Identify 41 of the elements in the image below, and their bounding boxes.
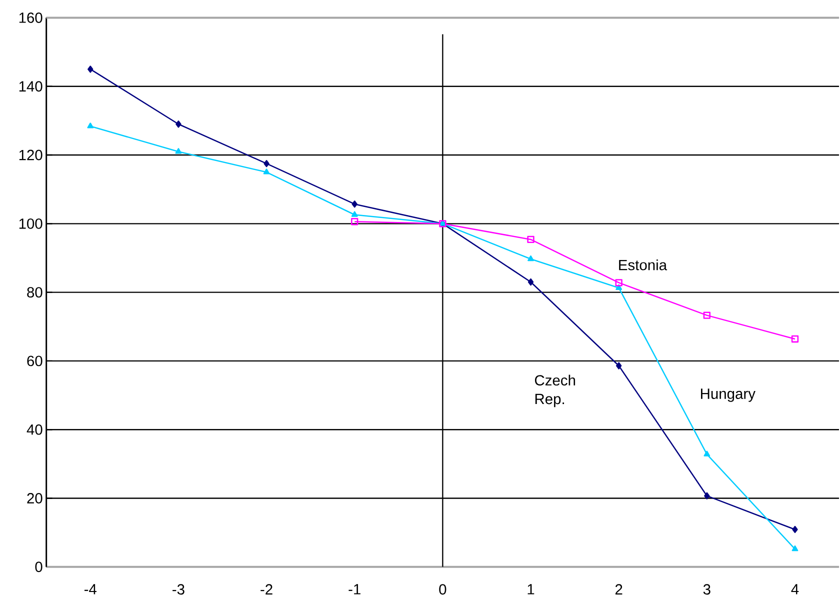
point xyxy=(528,278,534,286)
point xyxy=(351,211,358,217)
point xyxy=(88,65,94,73)
x-tick-label: -3 xyxy=(172,584,184,594)
y-tick-label: 140 xyxy=(19,81,42,92)
point xyxy=(792,526,798,533)
point xyxy=(527,236,534,243)
point xyxy=(352,200,358,208)
point xyxy=(791,335,799,342)
y-tick-label: 20 xyxy=(27,492,42,504)
point xyxy=(176,120,182,128)
y-tick-label: 80 xyxy=(27,286,42,298)
x-tick-label: 0 xyxy=(439,584,446,594)
point xyxy=(703,312,710,319)
point xyxy=(704,492,710,500)
x-tick-label: -2 xyxy=(260,584,272,594)
y-tick-label: 160 xyxy=(19,12,42,23)
series-label: Hungary xyxy=(701,388,756,402)
point xyxy=(704,450,710,456)
x-tick-label: 1 xyxy=(528,584,534,594)
y-tick-label: 0 xyxy=(35,562,42,572)
point xyxy=(528,255,534,261)
x-tick-label: -4 xyxy=(84,584,96,594)
y-tick-label: 120 xyxy=(19,150,42,160)
point xyxy=(87,122,94,128)
x-tick-label: 3 xyxy=(703,584,710,594)
x-tick-label: -1 xyxy=(348,584,360,594)
point xyxy=(264,160,270,168)
text: Czech Rep. xyxy=(534,374,576,407)
y-tick-label: 60 xyxy=(27,356,42,366)
series-label: Estonia xyxy=(619,259,668,270)
point xyxy=(792,545,798,552)
x-tick-label: 2 xyxy=(615,584,622,594)
point xyxy=(175,148,182,154)
point xyxy=(263,168,270,174)
y-tick-label: 100 xyxy=(19,218,42,229)
point xyxy=(616,362,622,370)
point xyxy=(615,278,622,286)
x-tick-label: 4 xyxy=(791,584,799,594)
point xyxy=(351,218,358,226)
y-tick-label: 40 xyxy=(26,424,42,435)
